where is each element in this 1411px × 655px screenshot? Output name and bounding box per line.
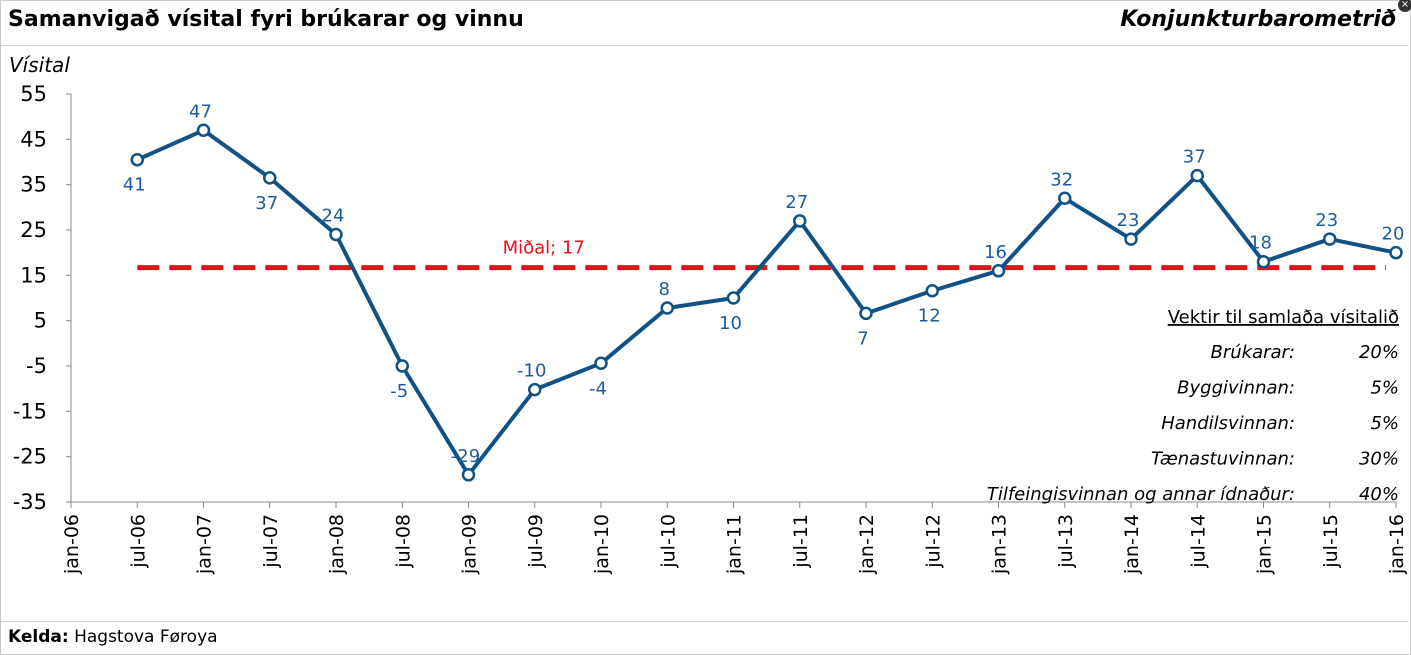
data-label: 23 <box>1117 210 1140 231</box>
data-point <box>726 291 741 305</box>
chart-header: Samanvigað vísital fyri brúkarar og vinn… <box>1 1 1408 46</box>
mean-label: Miðal; 17 <box>503 238 585 259</box>
data-label: 47 <box>189 101 212 122</box>
line-chart: Vísital 55 45 35 25 15 5 -5 -15 -25 -35 jan-06 jul-0… <box>9 53 1408 575</box>
x-tick-label: jul-07 <box>260 514 282 569</box>
data-point <box>1124 232 1138 246</box>
weights-row-value: 30% <box>1359 449 1399 470</box>
data-label: -5 <box>390 381 408 402</box>
data-point <box>461 468 476 482</box>
x-tick-label: jan-16 <box>1386 514 1408 575</box>
data-label: 16 <box>984 242 1007 263</box>
weights-row-value: 40% <box>1359 484 1399 505</box>
data-label: -10 <box>517 361 546 382</box>
x-tick-label: jul-08 <box>392 514 414 569</box>
data-point <box>196 123 211 138</box>
weights-table-title: Vektir til samlaða vísitalið <box>1168 307 1399 328</box>
chart-title: Samanvigað vísital fyri brúkarar og vinn… <box>8 7 524 32</box>
data-label: -29 <box>451 446 480 467</box>
x-tick-label: jan-13 <box>989 514 1011 575</box>
series-line <box>136 128 1397 477</box>
y-tick-label: 45 <box>20 127 47 151</box>
x-tick-label: jul-11 <box>790 514 812 569</box>
data-label: 37 <box>1183 147 1206 168</box>
x-tick-label: jan-12 <box>856 514 878 575</box>
x-tick-label: jan-08 <box>326 514 348 575</box>
data-point <box>1323 232 1337 246</box>
y-tick-label: 25 <box>20 218 47 242</box>
data-point <box>329 227 343 242</box>
data-point <box>660 301 674 315</box>
data-label: 10 <box>719 313 742 334</box>
source-note: Kelda: Hagstova Føroya <box>8 627 218 647</box>
data-label: 24 <box>322 206 345 227</box>
data-label: 20 <box>1382 224 1405 245</box>
data-point <box>1389 245 1403 260</box>
data-point <box>130 152 144 167</box>
data-point <box>793 214 807 228</box>
data-point <box>1190 168 1204 183</box>
data-point <box>594 356 608 371</box>
y-axis-label: Vísital <box>9 53 70 77</box>
weights-row-name: Tilfeingisvinnan og annar ídnaður: <box>987 484 1295 505</box>
x-tick-label: jan-07 <box>194 514 216 575</box>
x-tick-label: jan-14 <box>1121 514 1143 575</box>
data-point <box>925 283 939 298</box>
chart-footer: Kelda: Hagstova Føroya <box>1 621 1408 655</box>
x-tick-label: jul-06 <box>127 514 149 569</box>
weights-row-name: Brúkarar: <box>1210 342 1295 363</box>
data-label: 8 <box>659 279 670 300</box>
data-label: 37 <box>255 193 278 214</box>
data-label: 41 <box>123 175 146 196</box>
source-label: Kelda: <box>8 627 69 647</box>
y-tick-label: 5 <box>34 309 47 333</box>
x-tick-label: jan-06 <box>61 514 83 575</box>
x-tick-label: jul-13 <box>1055 514 1077 569</box>
y-tick-label: -5 <box>26 354 47 378</box>
weights-row-value: 5% <box>1370 413 1399 434</box>
x-tick-label: jan-11 <box>724 514 746 575</box>
x-tick-label: jan-09 <box>459 514 481 575</box>
data-label: 18 <box>1249 233 1272 254</box>
x-tick-label: jul-09 <box>525 514 547 569</box>
source-value: Hagstova Føroya <box>74 627 218 647</box>
close-icon[interactable]: × <box>1398 0 1411 12</box>
weights-row-value: 5% <box>1370 378 1399 399</box>
x-tick-label: jan-10 <box>591 514 613 575</box>
y-tick-label: -15 <box>13 399 47 423</box>
data-label: 7 <box>857 328 868 349</box>
x-tick-label: jan-15 <box>1254 514 1276 575</box>
data-point <box>991 264 1006 278</box>
data-point <box>1256 254 1271 269</box>
data-label: 32 <box>1050 169 1073 190</box>
data-label: 12 <box>918 306 941 327</box>
weights-row-value: 20% <box>1359 342 1399 363</box>
data-point <box>859 306 873 321</box>
y-tick-label: 55 <box>20 82 47 106</box>
x-tick-label: jul-15 <box>1320 514 1342 569</box>
data-point <box>263 171 277 185</box>
data-point <box>1058 191 1072 206</box>
brand-label: Konjunkturbarometrið <box>1120 7 1396 32</box>
weights-row-name: Handilsvinnan: <box>1161 413 1295 434</box>
data-label: 27 <box>785 192 808 213</box>
y-tick-label: -35 <box>13 490 47 514</box>
x-tick-label: jul-10 <box>657 514 679 569</box>
x-tick-label: jul-14 <box>1187 514 1209 569</box>
weights-row-name: Byggivinnan: <box>1177 378 1295 399</box>
y-tick-label: 35 <box>20 173 47 197</box>
data-point <box>528 382 542 397</box>
data-point <box>395 359 409 373</box>
y-tick-label: 15 <box>20 263 47 287</box>
x-tick-label: jul-12 <box>922 514 944 569</box>
y-tick-label: -25 <box>13 445 47 469</box>
data-label: 23 <box>1315 210 1338 231</box>
data-label: -4 <box>589 378 607 399</box>
weights-row-name: Tænastuvinnan: <box>1151 449 1295 470</box>
